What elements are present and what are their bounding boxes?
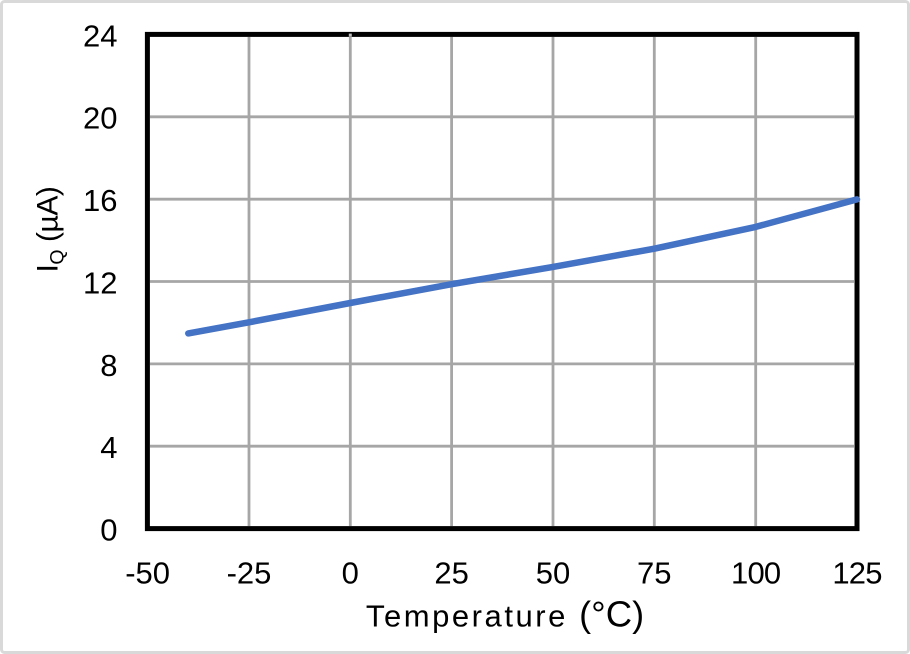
svg-text:25: 25 bbox=[434, 556, 468, 591]
svg-text:24: 24 bbox=[83, 18, 117, 53]
svg-text:16: 16 bbox=[83, 183, 117, 218]
svg-text:-25: -25 bbox=[227, 556, 272, 591]
svg-text:50: 50 bbox=[536, 556, 570, 591]
svg-text:4: 4 bbox=[100, 430, 117, 465]
svg-text:IQ (µA): IQ (µA) bbox=[32, 187, 69, 273]
svg-text:Temperature (°C): Temperature (°C) bbox=[366, 594, 644, 635]
svg-text:12: 12 bbox=[83, 265, 117, 300]
svg-text:100: 100 bbox=[731, 556, 781, 591]
svg-text:8: 8 bbox=[100, 348, 117, 383]
svg-text:0: 0 bbox=[100, 512, 117, 547]
svg-text:-50: -50 bbox=[125, 556, 170, 591]
svg-text:75: 75 bbox=[637, 556, 671, 591]
svg-text:125: 125 bbox=[832, 556, 881, 591]
svg-text:20: 20 bbox=[83, 101, 117, 136]
svg-text:0: 0 bbox=[342, 556, 359, 591]
